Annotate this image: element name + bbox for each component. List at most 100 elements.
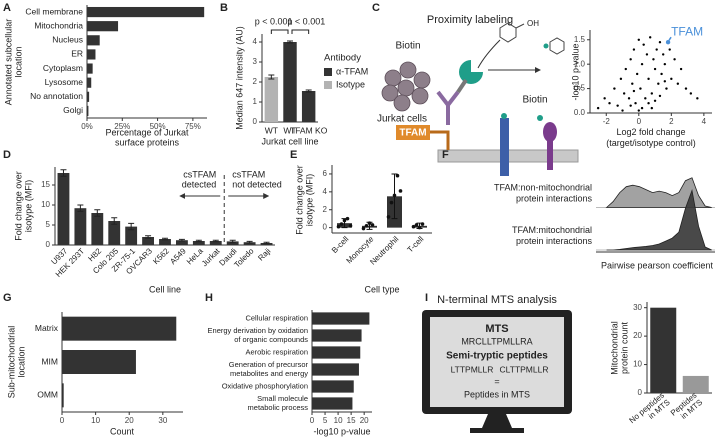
y-tick-label: 30: [633, 303, 642, 312]
diagram-title: N-terminal MTS analysis: [437, 294, 557, 306]
x-axis-label: Cell type: [364, 284, 399, 294]
annotation: csTFAM: [183, 169, 216, 179]
bar: [142, 237, 154, 245]
data-point: [684, 87, 688, 90]
data-point: [679, 67, 683, 71]
bar: [312, 363, 359, 376]
data-point: [696, 97, 699, 100]
bar: [87, 35, 100, 46]
monitor-base: [470, 428, 524, 433]
data-point: [629, 58, 632, 61]
y-tick-label: Oxidative phosphorylation: [222, 381, 308, 390]
highlight-arrow: [668, 36, 672, 41]
y-tick-label: Cytoplasm: [43, 63, 83, 73]
data-point: [676, 82, 680, 85]
y-axis-label: Mitochondrial protein count: [609, 321, 629, 375]
y-axis-label: Sub-mitochondrial: [6, 326, 16, 399]
data-point: [689, 92, 693, 95]
y-tick-label: Aerobic respiration: [245, 347, 308, 356]
panel-label: A: [3, 2, 11, 14]
data-point: [392, 193, 397, 198]
x-tick-label: 30: [158, 416, 167, 425]
data-point: [640, 106, 644, 110]
data-point: [336, 224, 341, 229]
y-tick-label: 0.0: [574, 108, 586, 117]
panel-label: F: [442, 149, 449, 161]
x-tick-label: WT: [265, 125, 278, 135]
bar: [283, 42, 297, 122]
data-point: [613, 87, 616, 90]
bar: [91, 213, 104, 245]
bar: [87, 21, 119, 32]
bar: [312, 312, 370, 325]
y-tick-label: 0: [46, 240, 51, 249]
y-tick-label: Golgi: [63, 105, 83, 115]
legend-label: Isotype: [336, 79, 365, 89]
y-tick-label: 3: [253, 57, 258, 66]
ridge: [605, 177, 712, 208]
diagram-label: OH: [527, 19, 539, 28]
bar: [159, 239, 171, 245]
x-tick-label: 25%: [114, 122, 130, 131]
bar: [682, 375, 709, 393]
x-axis-label: (target/isotype control): [606, 138, 696, 148]
y-tick-label: OMM: [37, 390, 58, 400]
y-tick-label: 4: [323, 187, 328, 196]
y-tick-label: MIM: [41, 356, 58, 366]
target-box: [396, 125, 430, 140]
data-point: [650, 92, 654, 95]
data-point: [645, 53, 649, 56]
target-stalk: [430, 130, 450, 150]
data-point: [627, 97, 631, 100]
data-point: [652, 58, 655, 61]
y-tick-label: Cell membrane: [25, 6, 83, 16]
y-tick-label: metabolites and energy: [230, 369, 308, 378]
antibody-icon: [456, 78, 468, 94]
x-axis-label: -log10 p-value: [313, 426, 370, 436]
bar: [87, 63, 93, 74]
diagram-label: TFAM: [399, 128, 426, 139]
error-bar: [77, 204, 84, 212]
error-bar: [212, 239, 219, 243]
y-tick-label: 1.5: [574, 35, 586, 44]
bar: [62, 350, 136, 374]
data-point: [634, 102, 637, 105]
y-tick-label: Lysosome: [45, 77, 84, 87]
data-point: [631, 82, 634, 85]
bar: [62, 316, 177, 341]
x-tick-label: -2: [603, 117, 611, 126]
significance-bracket: [291, 29, 310, 34]
y-tick-label: of organic compounds: [234, 335, 308, 344]
y-tick-label: Matrix: [35, 323, 59, 333]
series-label: TFAM:mitochondrial: [512, 225, 592, 235]
data-point: [670, 77, 673, 81]
error-bar: [60, 169, 67, 177]
data-point: [647, 102, 650, 105]
y-tick-label: Mitochondria: [34, 20, 83, 30]
diagram-label: MRCLLTPMLLRA: [461, 336, 532, 346]
bar: [87, 49, 96, 60]
bar: [312, 346, 361, 359]
y-tick-label: OMM: [37, 390, 58, 400]
x-tick-label: 10: [334, 416, 343, 425]
bar: [312, 397, 353, 410]
y-tick-label: Energy derivation by oxidation: [208, 326, 308, 335]
panel-label: G: [3, 292, 12, 304]
data-point: [361, 226, 366, 231]
x-axis-label: Pairwise pearson coefficient: [601, 260, 713, 270]
panel-label: D: [3, 149, 11, 161]
y-axis-label: Annotated subcellular: [3, 19, 13, 106]
antibody-icon: [436, 90, 460, 125]
x-axis-label: Cell line: [149, 284, 181, 294]
y-tick-label: ER: [71, 49, 83, 59]
y-tick-label: 1: [253, 97, 258, 106]
diagram-label: Biotin: [395, 41, 420, 52]
y-tick-label: Aerobic respiration: [245, 347, 308, 356]
receptor-icon: [500, 118, 509, 176]
y-tick-label: 10: [41, 200, 50, 209]
